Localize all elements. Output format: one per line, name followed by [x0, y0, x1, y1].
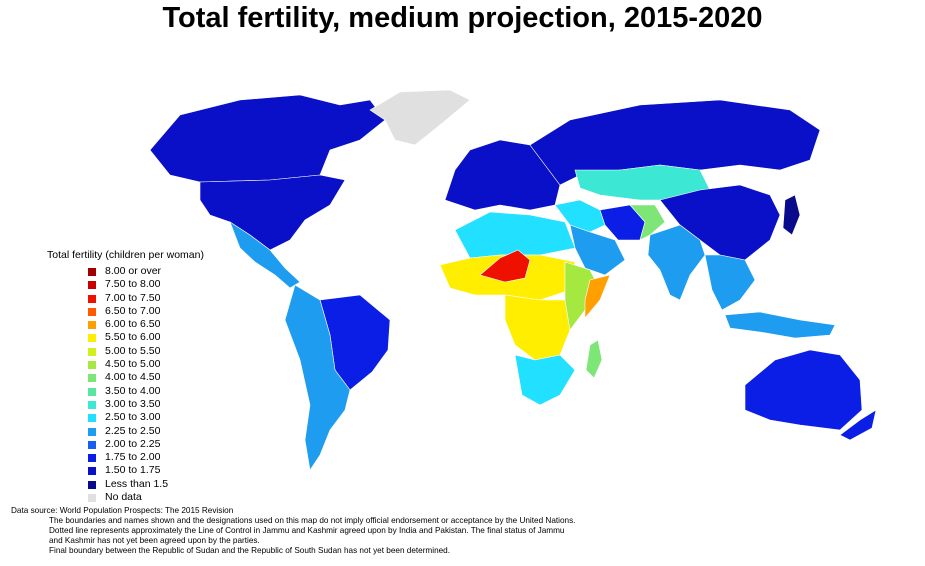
legend-label: 4.00 to 4.50	[105, 371, 161, 384]
legend-swatch	[88, 347, 96, 356]
legend-item: 1.50 to 1.75	[47, 464, 204, 477]
legend-swatch	[88, 281, 96, 290]
legend-item: 2.50 to 3.00	[47, 411, 204, 424]
region-canada[interactable]	[149, 94, 386, 183]
region-australia[interactable]	[744, 349, 863, 431]
legend-item: 3.00 to 3.50	[47, 398, 204, 411]
legend-swatch	[88, 414, 96, 423]
legend-item: 4.00 to 4.50	[47, 371, 204, 384]
legend: Total fertility (children per woman) 8.0…	[47, 249, 204, 504]
legend-label: 5.00 to 5.50	[105, 344, 161, 357]
legend-item: 2.25 to 2.50	[47, 425, 204, 438]
region-somalia[interactable]	[584, 274, 611, 319]
legend-swatch	[88, 400, 96, 409]
legend-label: 6.50 to 7.00	[105, 304, 161, 317]
legend-label: 8.00 or over	[105, 265, 162, 277]
legend-items: 8.00 or over 7.50 to 8.00 7.00 to 7.50 6…	[47, 265, 204, 504]
legend-item: 3.50 to 4.00	[47, 385, 204, 398]
legend-swatch	[88, 361, 96, 370]
legend-item: 8.00 or over	[47, 265, 204, 278]
region-arabia[interactable]	[569, 224, 626, 276]
legend-item: No data	[47, 491, 204, 504]
region-central-africa[interactable]	[504, 294, 571, 361]
legend-swatch	[88, 268, 96, 276]
legend-item: 5.50 to 6.00	[47, 331, 204, 344]
legend-label: 6.00 to 6.50	[105, 318, 161, 331]
legend-label: 7.50 to 8.00	[105, 278, 161, 291]
legend-swatch	[88, 307, 96, 316]
legend-swatch	[88, 334, 96, 343]
legend-label: 3.50 to 4.00	[105, 384, 161, 397]
legend-swatch	[88, 321, 96, 330]
region-southeast-asia[interactable]	[704, 254, 756, 311]
legend-item: 7.50 to 8.00	[47, 278, 204, 291]
legend-swatch	[88, 427, 96, 436]
legend-label: Less than 1.5	[105, 477, 169, 490]
legend-item: 7.00 to 7.50	[47, 292, 204, 305]
legend-label: 1.50 to 1.75	[105, 464, 161, 477]
footer-note: The boundaries and names shown and the d…	[49, 516, 576, 525]
footer-notes: The boundaries and names shown and the d…	[11, 516, 575, 556]
region-india[interactable]	[647, 224, 706, 301]
legend-swatch	[88, 467, 96, 476]
region-north-america[interactable]	[199, 174, 346, 251]
legend-label: 7.00 to 7.50	[105, 291, 161, 304]
legend-title: Total fertility (children per woman)	[47, 249, 204, 261]
region-japan[interactable]	[782, 194, 801, 236]
legend-label: 2.50 to 3.00	[105, 411, 161, 424]
legend-item: 5.00 to 5.50	[47, 345, 204, 358]
region-russia[interactable]	[529, 99, 821, 186]
legend-swatch	[88, 480, 96, 489]
region-greenland[interactable]	[369, 89, 471, 146]
legend-swatch	[88, 440, 96, 449]
region-madagascar[interactable]	[585, 339, 603, 379]
data-source: Data source: World Population Prospects:…	[11, 506, 234, 515]
page-title: Total fertility, medium projection, 2015…	[162, 2, 763, 34]
region-indonesia[interactable]	[724, 311, 836, 339]
legend-label: 4.50 to 5.00	[105, 358, 161, 371]
legend-item: 1.75 to 2.00	[47, 451, 204, 464]
legend-item: 6.00 to 6.50	[47, 318, 204, 331]
legend-swatch	[88, 494, 96, 503]
legend-label: 5.50 to 6.00	[105, 331, 161, 344]
legend-item: 2.00 to 2.25	[47, 438, 204, 451]
legend-swatch	[88, 294, 96, 303]
legend-item: 6.50 to 7.00	[47, 305, 204, 318]
region-new-zealand[interactable]	[839, 409, 877, 441]
legend-label: 3.00 to 3.50	[105, 397, 161, 410]
region-south-america-west[interactable]	[284, 284, 351, 471]
legend-swatch	[88, 454, 96, 463]
legend-label: No data	[105, 491, 142, 504]
legend-item: 4.50 to 5.00	[47, 358, 204, 371]
legend-label: 2.00 to 2.25	[105, 437, 161, 450]
legend-label: 2.25 to 2.50	[105, 424, 161, 437]
footer-note: Dotted line represents approximately the…	[49, 526, 565, 535]
legend-swatch	[88, 387, 96, 396]
legend-swatch	[88, 374, 96, 383]
legend-label: 1.75 to 2.00	[105, 451, 161, 464]
footer: Data source: World Population Prospects:…	[11, 506, 575, 556]
footer-note: Final boundary between the Republic of S…	[49, 546, 451, 555]
legend-item: Less than 1.5	[47, 478, 204, 491]
region-southern-africa[interactable]	[514, 354, 576, 406]
footer-note: and Kashmir has not yet been agreed upon…	[49, 536, 260, 545]
region-niger[interactable]	[479, 249, 531, 283]
